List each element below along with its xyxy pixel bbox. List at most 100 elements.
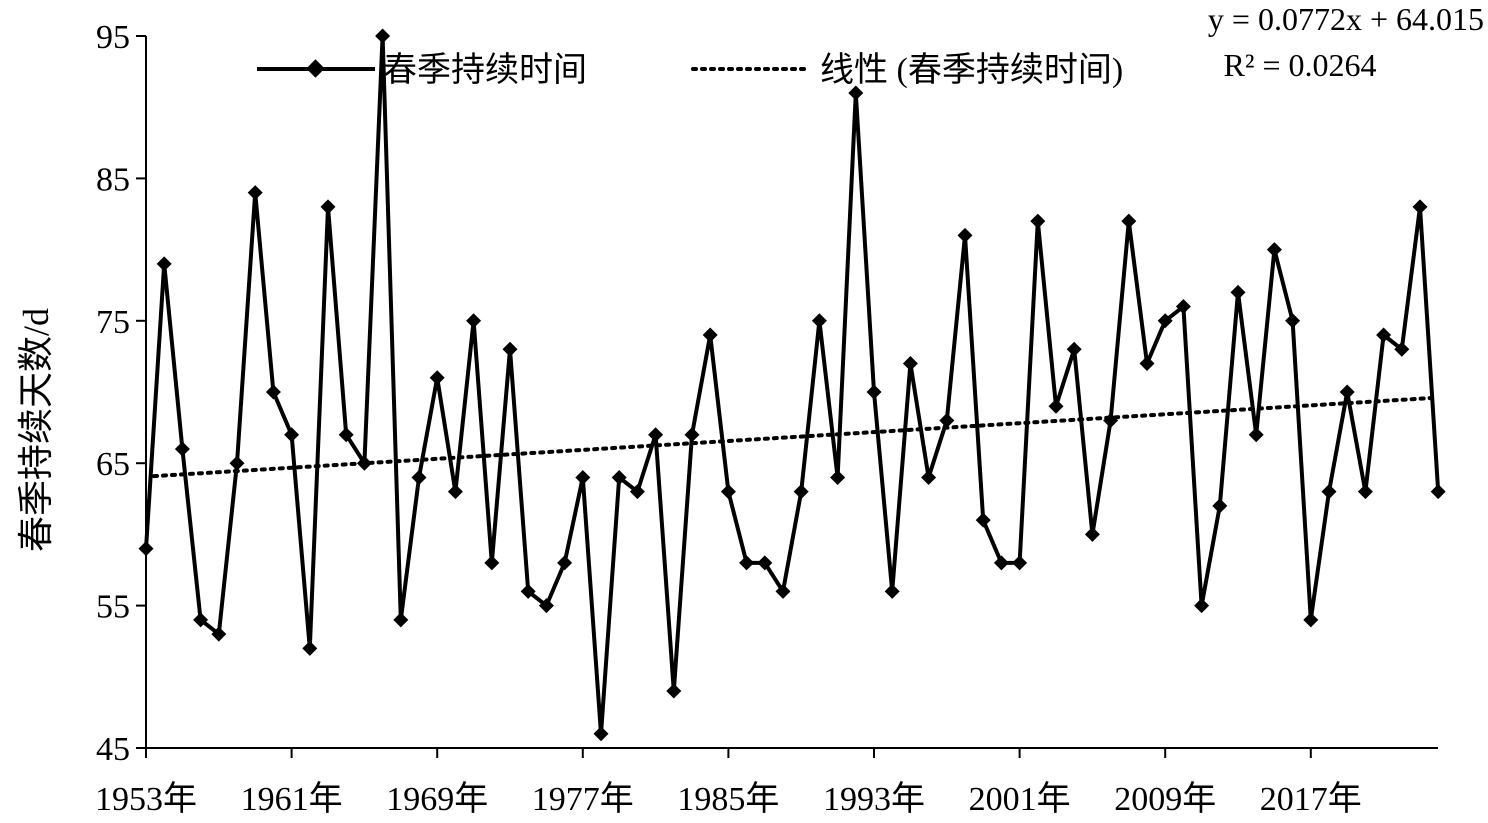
x-tick-label: 2009年 (1114, 780, 1216, 818)
data-point (720, 484, 736, 500)
data-point (811, 313, 827, 329)
data-point (484, 555, 500, 571)
data-point (1230, 284, 1246, 300)
data-point (684, 427, 700, 443)
data-point (575, 469, 591, 485)
data-point (338, 427, 354, 443)
x-tick-label: 1993年 (823, 780, 925, 818)
x-tick-label: 1961年 (241, 780, 343, 818)
data-point (375, 28, 391, 44)
y-tick-label: 75 (96, 304, 130, 341)
x-tick-label: 1985年 (677, 780, 779, 818)
data-point (648, 427, 664, 443)
data-point (1030, 213, 1046, 229)
data-point (1157, 313, 1173, 329)
data-point (866, 384, 882, 400)
data-point (1084, 526, 1100, 542)
y-tick-label: 45 (96, 731, 130, 768)
data-point (1212, 498, 1228, 514)
data-point (211, 626, 227, 642)
data-point (393, 612, 409, 628)
legend: 春季持续时间 线性 (春季持续时间) (257, 51, 1123, 89)
y-tick-label: 85 (96, 161, 130, 198)
x-tick-label: 1977年 (532, 780, 634, 818)
data-point (247, 185, 263, 201)
y-tick-label: 65 (96, 446, 130, 483)
data-point (739, 555, 755, 571)
series-layer (138, 28, 1446, 742)
data-point (830, 469, 846, 485)
data-point (666, 683, 682, 699)
data-point (302, 640, 318, 656)
data-point (884, 583, 900, 599)
data-point (902, 356, 918, 372)
data-point (557, 555, 573, 571)
data-point (921, 469, 937, 485)
data-point (957, 227, 973, 243)
series-line (144, 34, 1441, 736)
data-point (466, 313, 482, 329)
data-point (1248, 427, 1264, 443)
data-point (356, 455, 372, 471)
data-point (320, 199, 336, 215)
data-point (1266, 242, 1282, 258)
data-point (265, 384, 281, 400)
data-point (447, 484, 463, 500)
data-point (702, 327, 718, 343)
trendline-layer (152, 396, 1433, 479)
x-tick-label: 2017年 (1260, 780, 1362, 818)
data-point (757, 555, 773, 571)
data-point (1012, 555, 1028, 571)
legend-series-label: 春季持续时间 (383, 51, 587, 89)
data-point (611, 469, 627, 485)
data-point (1303, 612, 1319, 628)
data-point (848, 85, 864, 101)
data-point (939, 412, 955, 428)
data-point (1376, 327, 1392, 343)
data-point (1175, 299, 1191, 315)
data-point (1103, 412, 1119, 428)
data-point (429, 370, 445, 386)
trendline (152, 396, 1433, 479)
data-point (284, 427, 300, 443)
data-point (193, 612, 209, 628)
data-point (975, 512, 991, 528)
x-tick-label: 2001年 (969, 780, 1071, 818)
data-point (593, 726, 609, 742)
data-point (1139, 356, 1155, 372)
axes: 45 55 65 75 85 95 1953年 1961年 1969年 1977年 1985年 199… (95, 19, 1438, 818)
data-point (502, 341, 518, 357)
data-point (1412, 199, 1428, 215)
legend-series-marker (306, 59, 325, 78)
x-tick-label: 1953年 (95, 780, 197, 818)
data-point (1048, 398, 1064, 414)
data-point (629, 484, 645, 500)
data-point (1357, 484, 1373, 500)
data-point (174, 441, 190, 457)
data-point (775, 583, 791, 599)
data-point (1285, 313, 1301, 329)
data-point (411, 469, 427, 485)
data-point (1394, 341, 1410, 357)
data-point (1194, 598, 1210, 614)
data-point (520, 583, 536, 599)
data-point (538, 598, 554, 614)
data-point (1430, 484, 1446, 500)
data-point (793, 484, 809, 500)
legend-trend-label: 线性 (春季持续时间) (820, 51, 1123, 89)
trend-equation: y = 0.0772x + 64.015 (1208, 1, 1484, 37)
data-point (993, 555, 1009, 571)
data-point (1121, 213, 1137, 229)
trend-r-squared: R² = 0.0264 (1224, 47, 1377, 83)
data-point (1339, 384, 1355, 400)
x-tick-label: 1969年 (386, 780, 488, 818)
data-point (156, 256, 172, 272)
y-tick-label: 55 (96, 589, 130, 626)
y-tick-label: 95 (96, 19, 130, 56)
data-point (229, 455, 245, 471)
data-point (138, 541, 154, 557)
data-point (1066, 341, 1082, 357)
data-point (1321, 484, 1337, 500)
y-axis-label: 春季持续天数/d (16, 308, 56, 552)
